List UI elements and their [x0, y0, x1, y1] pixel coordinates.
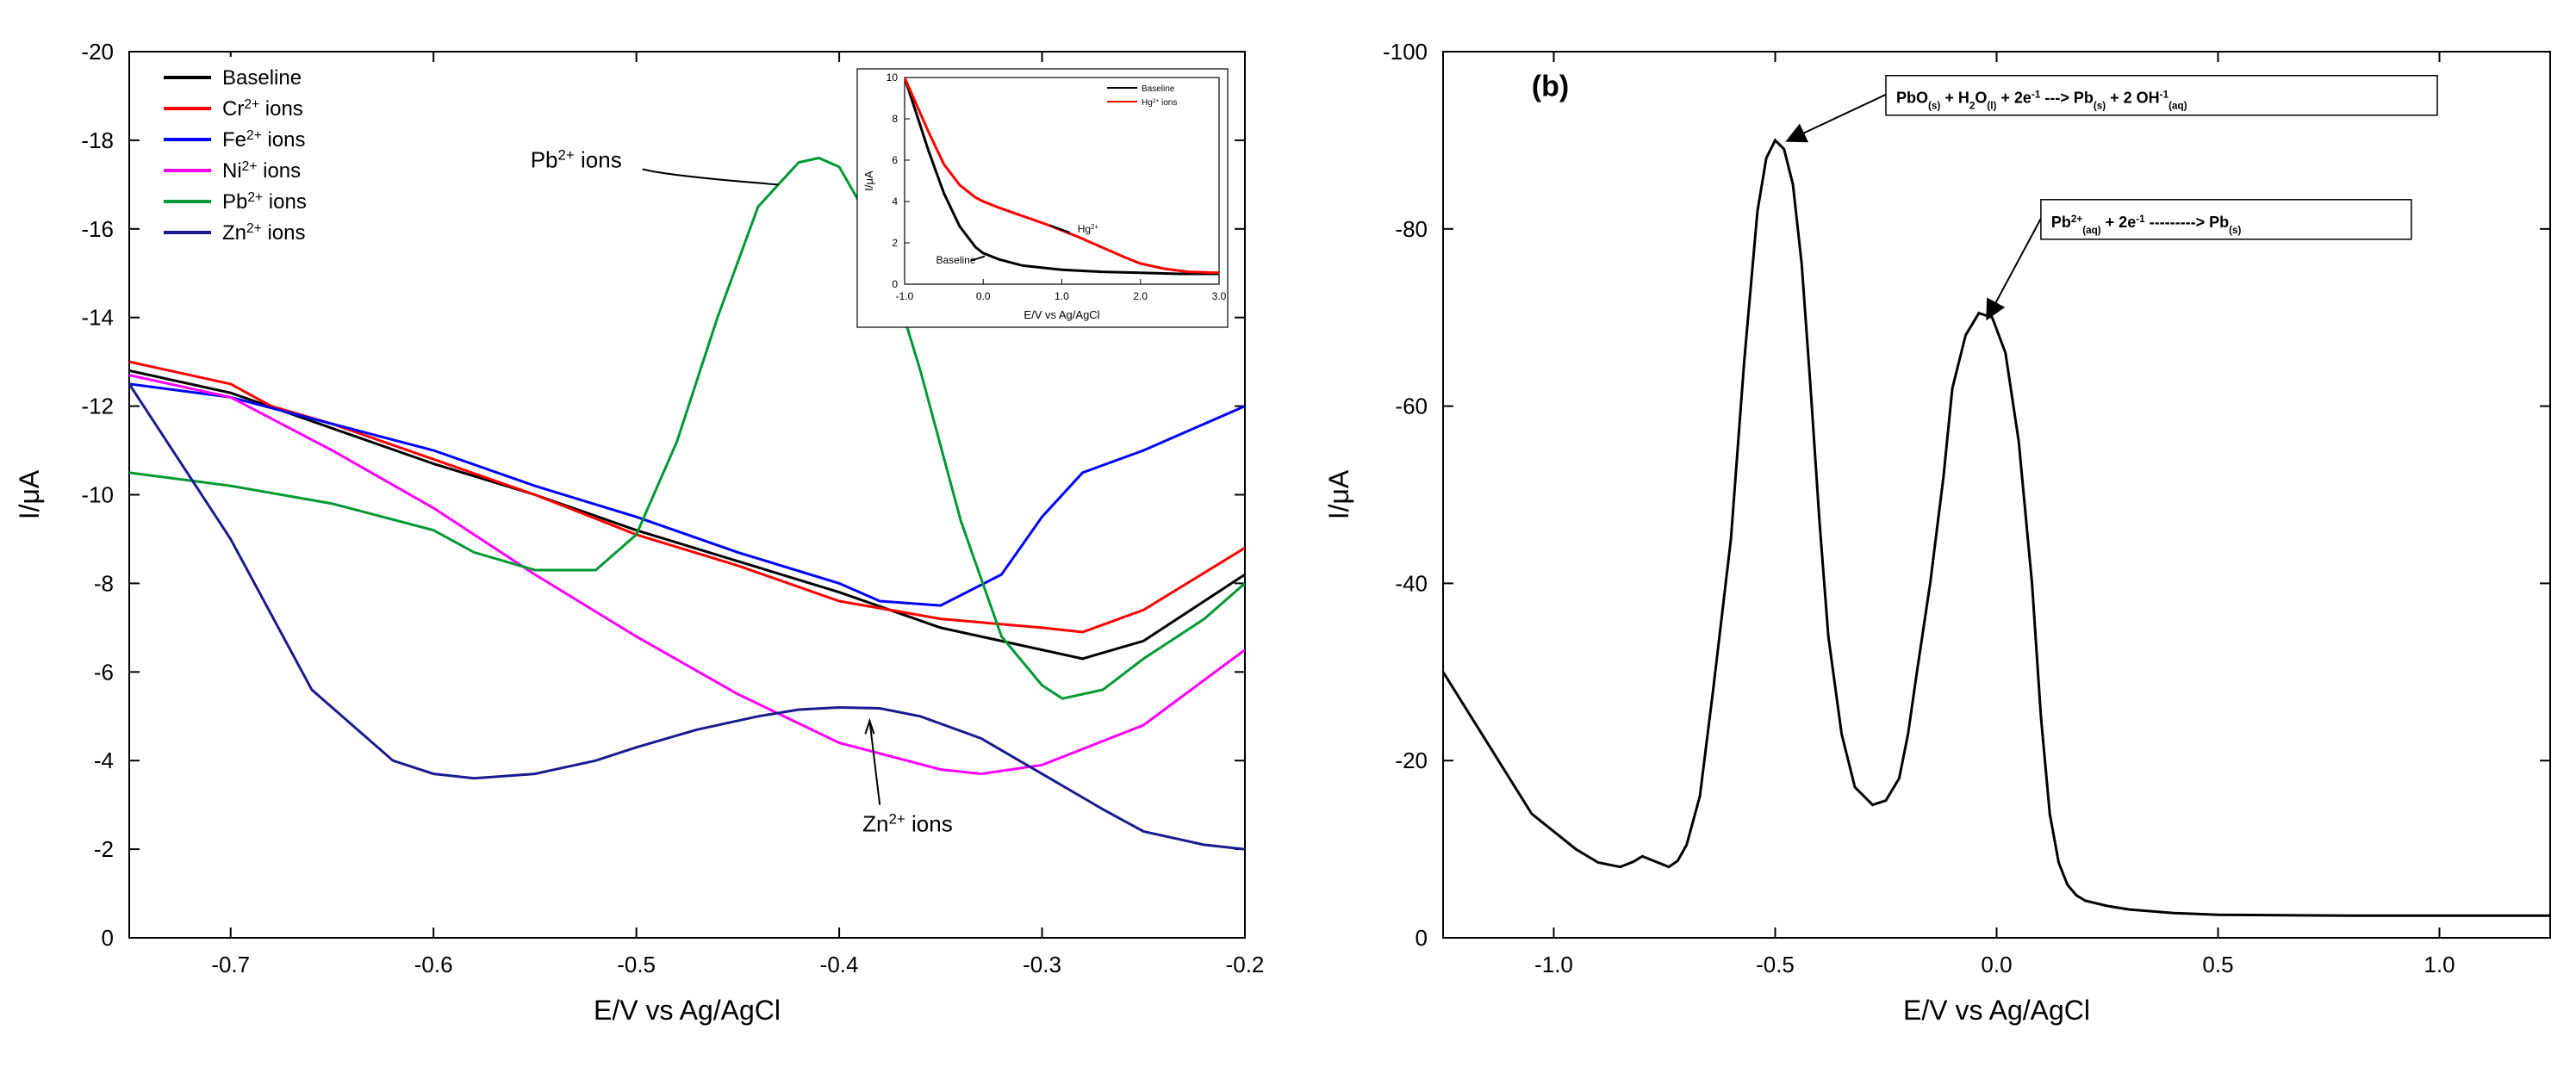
svg-text:3.0: 3.0	[1212, 290, 1227, 302]
svg-text:Pb2+ ions: Pb2+ ions	[531, 146, 622, 173]
inset-chart	[857, 69, 1228, 327]
svg-text:I/μA: I/μA	[1323, 469, 1354, 519]
svg-text:-12: -12	[81, 394, 114, 419]
svg-text:-20: -20	[81, 39, 114, 65]
svg-text:8: 8	[892, 113, 898, 125]
svg-text:1.0: 1.0	[1055, 290, 1069, 302]
svg-text:I/μA: I/μA	[14, 469, 45, 519]
svg-text:-18: -18	[81, 127, 114, 153]
svg-text:Baseline: Baseline	[1142, 84, 1175, 94]
svg-text:0.0: 0.0	[976, 290, 991, 302]
svg-text:Zn2+ ions: Zn2+ ions	[222, 221, 306, 245]
svg-text:-4: -4	[94, 748, 114, 773]
svg-text:-0.5: -0.5	[1756, 952, 1795, 977]
svg-text:-0.6: -0.6	[414, 952, 453, 977]
svg-text:-16: -16	[81, 216, 114, 242]
svg-text:-0.2: -0.2	[1226, 952, 1265, 977]
panel-b: -1.0 -0.5 0.0 0.5 1.0 0 -20 -40 -60 -80 -100 E/V vs…	[1297, 9, 2576, 1058]
svg-text:-0.7: -0.7	[211, 952, 250, 977]
svg-text:Baseline: Baseline	[222, 66, 302, 90]
svg-text:Cr2+ ions: Cr2+ ions	[222, 97, 303, 121]
svg-text:0.5: 0.5	[2202, 952, 2233, 977]
svg-text:1.0: 1.0	[2424, 952, 2455, 977]
svg-text:-40: -40	[1395, 570, 1428, 596]
svg-text:2: 2	[892, 237, 898, 249]
svg-text:4: 4	[892, 195, 898, 208]
svg-text:-100: -100	[1383, 39, 1428, 65]
svg-text:-20: -20	[1395, 748, 1428, 773]
svg-text:-10: -10	[81, 482, 114, 508]
svg-text:-0.5: -0.5	[617, 952, 656, 977]
svg-text:6: 6	[892, 154, 898, 166]
figure-row: -0.7 -0.6 -0.5 -0.4 -0.3 -0.2 0 -2 -4 -6 -8 -10 -12 -…	[0, 0, 2576, 1067]
svg-text:Fe2+ ions: Fe2+ ions	[222, 128, 306, 152]
svg-text:Zn2+ ions: Zn2+ ions	[862, 810, 953, 837]
svg-text:E/V vs Ag/AgCl: E/V vs Ag/AgCl	[1903, 995, 2090, 1026]
svg-text:10: 10	[887, 71, 899, 84]
svg-text:-80: -80	[1395, 216, 1428, 242]
svg-text:-8: -8	[94, 570, 114, 596]
svg-text:E/V vs Ag/AgCl: E/V vs Ag/AgCl	[1024, 308, 1099, 321]
svg-text:-6: -6	[94, 659, 114, 685]
svg-text:-2: -2	[94, 836, 114, 862]
svg-text:(b): (b)	[1532, 70, 1569, 102]
svg-text:Pb2+ ions: Pb2+ ions	[222, 190, 307, 214]
svg-text:0: 0	[892, 278, 898, 290]
svg-text:Baseline: Baseline	[936, 254, 976, 266]
svg-text:0.0: 0.0	[1981, 952, 2012, 977]
series-ni2-ions	[129, 375, 1245, 774]
svg-text:2.0: 2.0	[1133, 290, 1148, 302]
svg-text:0: 0	[1416, 925, 1428, 951]
svg-text:-0.4: -0.4	[820, 952, 859, 977]
series-pb	[1443, 140, 2550, 915]
svg-text:-1.0: -1.0	[896, 290, 914, 302]
svg-text:-1.0: -1.0	[1534, 952, 1573, 977]
panel-a: -0.7 -0.6 -0.5 -0.4 -0.3 -0.2 0 -2 -4 -6 -8 -10 -12 -…	[0, 9, 1279, 1058]
svg-text:-0.3: -0.3	[1023, 952, 1061, 977]
svg-text:E/V vs Ag/AgCl: E/V vs Ag/AgCl	[594, 995, 781, 1026]
series-zn2-ions	[129, 384, 1245, 849]
svg-text:-60: -60	[1395, 394, 1428, 419]
svg-text:0: 0	[102, 925, 114, 951]
svg-text:Ni2+ ions: Ni2+ ions	[222, 159, 301, 183]
svg-text:I/μA: I/μA	[862, 171, 875, 191]
svg-text:-14: -14	[81, 305, 114, 331]
svg-text:Hg2+ ions: Hg2+ ions	[1142, 98, 1177, 109]
